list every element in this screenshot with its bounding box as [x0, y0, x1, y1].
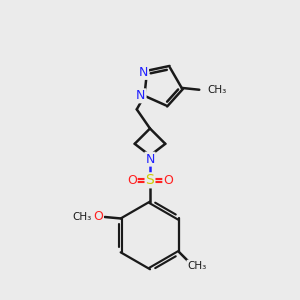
- Text: CH₃: CH₃: [73, 212, 92, 222]
- Text: O: O: [127, 174, 137, 187]
- Text: CH₃: CH₃: [208, 85, 227, 95]
- Text: N: N: [145, 153, 155, 166]
- Text: S: S: [146, 173, 154, 187]
- Text: O: O: [93, 211, 103, 224]
- Text: CH₃: CH₃: [188, 261, 207, 271]
- Text: N: N: [136, 89, 146, 102]
- Text: N: N: [139, 66, 148, 79]
- Text: O: O: [163, 174, 173, 187]
